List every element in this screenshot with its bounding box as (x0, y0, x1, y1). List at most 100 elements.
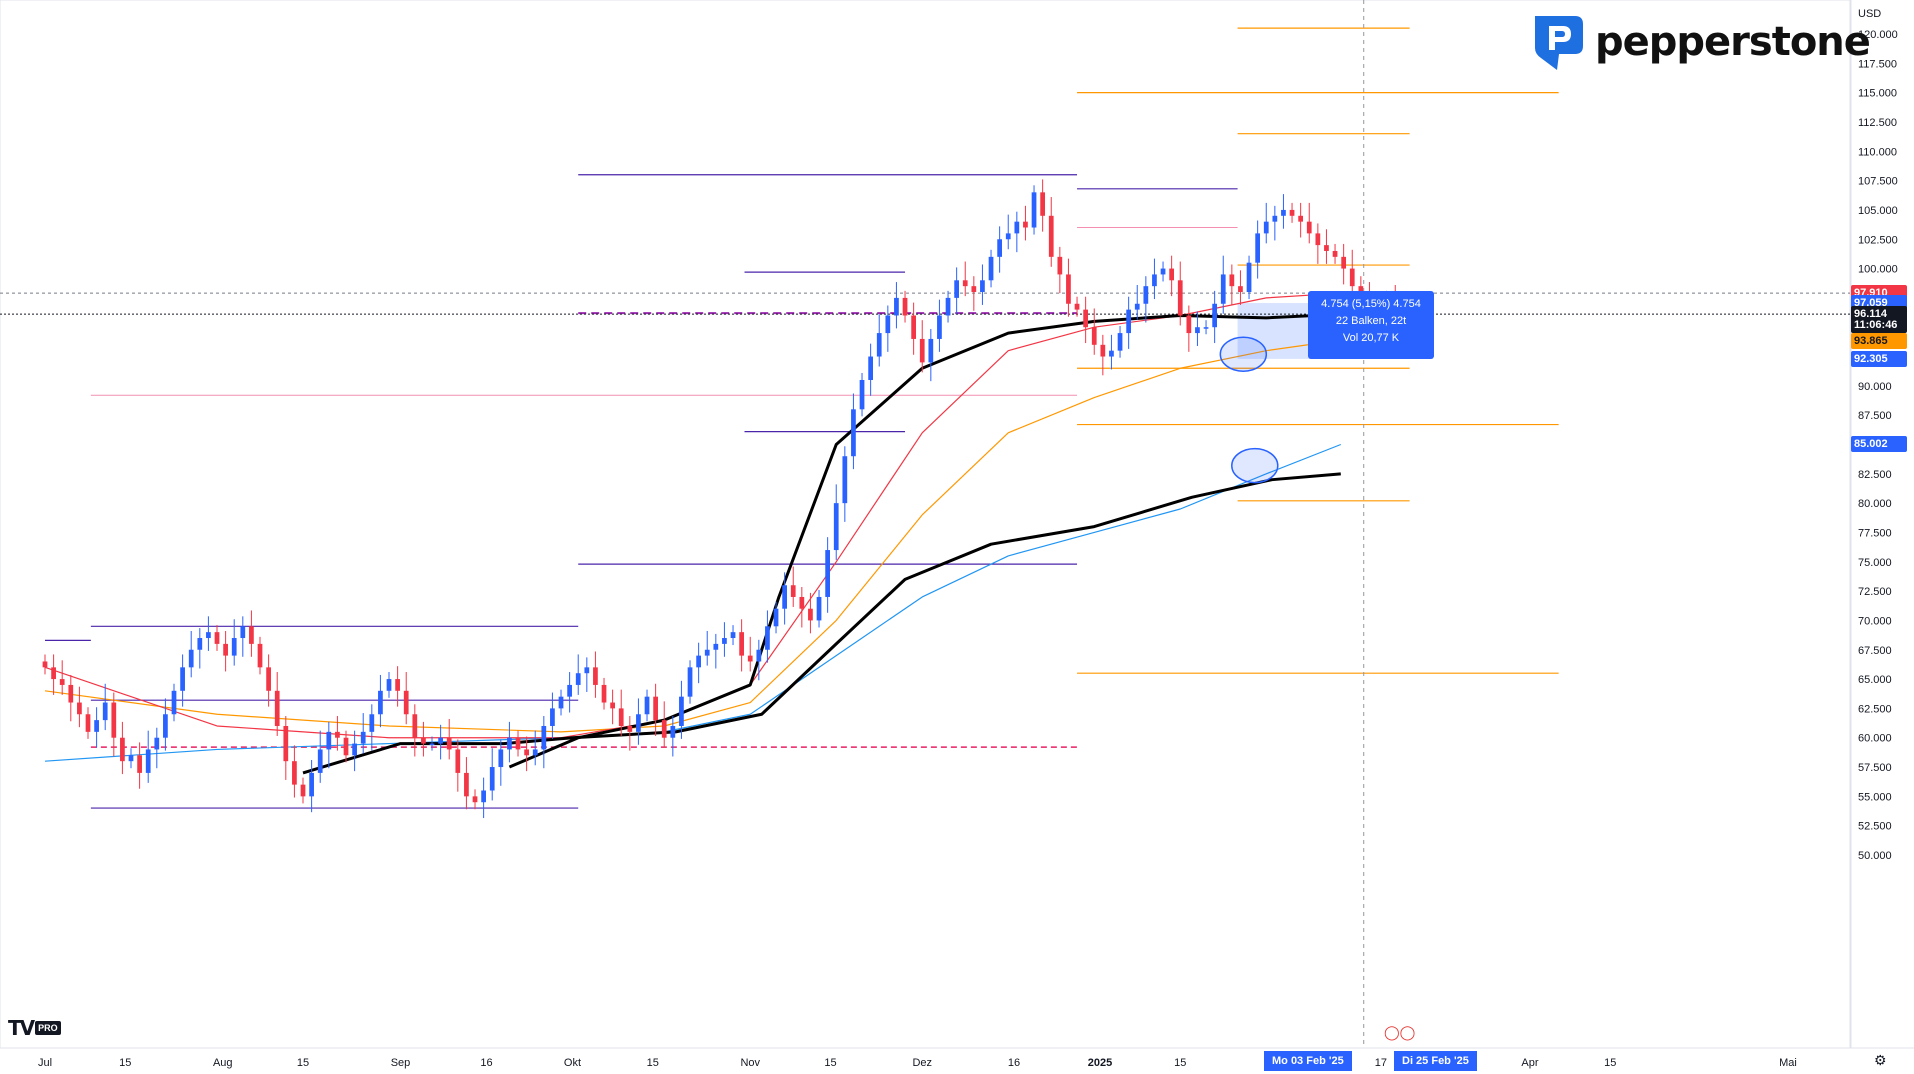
x-tick-label: Mai (1779, 1057, 1797, 1069)
y-tick-label: 110.000 (1858, 146, 1897, 158)
candle-body (739, 632, 744, 656)
y-tick-label: 115.000 (1858, 88, 1897, 100)
candle-body (446, 737, 452, 750)
candle-body (163, 714, 168, 738)
candle-body (851, 409, 856, 457)
x-tick-label: Apr (1521, 1057, 1538, 1069)
candle-body (722, 638, 727, 644)
candle-body (1246, 262, 1252, 293)
candle-body (1349, 268, 1355, 287)
x-tick-label: Aug (213, 1057, 233, 1069)
candle-body (421, 737, 426, 744)
candle-body (1229, 274, 1235, 287)
candle-body (1031, 192, 1037, 228)
candle-body (360, 731, 366, 744)
candle-body (1083, 309, 1089, 328)
candle-body (842, 456, 848, 504)
tradingview-logo[interactable]: TV PRO (8, 1016, 61, 1040)
candle-body (1160, 268, 1166, 275)
candle-body (773, 608, 779, 627)
candle-body (790, 585, 796, 597)
candle-body (1143, 286, 1149, 304)
y-tick-label: 112.500 (1858, 117, 1897, 129)
date-tag-start: Mo 03 Feb '25 (1264, 1051, 1352, 1071)
candle-body (464, 772, 469, 797)
candle-body (636, 714, 641, 732)
candle-body (1152, 274, 1157, 287)
y-tick-label: 82.500 (1858, 469, 1892, 481)
candle-body (1220, 274, 1226, 304)
candle-body (584, 667, 590, 674)
y-tick-label: 70.000 (1858, 615, 1892, 627)
candle-body (980, 280, 985, 293)
candle-body (679, 696, 684, 726)
currency-label[interactable]: USD (1858, 8, 1882, 20)
candle-body (1023, 221, 1028, 228)
candle-body (782, 585, 787, 609)
candle-body (1169, 268, 1175, 281)
candle-body (249, 626, 254, 644)
x-tick-label: 15 (297, 1057, 309, 1069)
candle-body (593, 667, 598, 685)
candle-body (765, 626, 770, 650)
y-tick-label: 72.500 (1858, 586, 1892, 598)
x-tick-label: 15 (119, 1057, 131, 1069)
candle-body (532, 749, 538, 756)
y-tick-label: 102.500 (1858, 234, 1898, 246)
candle-body (1014, 221, 1020, 234)
y-tick-label: 100.000 (1858, 264, 1898, 276)
candle-body (489, 767, 495, 791)
pro-badge: PRO (35, 1021, 61, 1035)
candle-body (197, 638, 203, 650)
candle-body (997, 239, 1003, 257)
candle-body (730, 632, 736, 639)
candle-body (550, 708, 555, 726)
candle-body (524, 749, 529, 756)
candle-body (713, 643, 719, 650)
candle-body (128, 755, 134, 762)
candle-body (1126, 309, 1132, 334)
candle-body (317, 749, 323, 773)
candle-body (309, 772, 314, 797)
y-tick-label: 120.000 (1858, 29, 1898, 41)
candle-body (326, 731, 332, 750)
candle-body (515, 737, 521, 750)
economic-events-icon[interactable]: ◯◯ (1384, 1024, 1416, 1040)
measure-volume: Vol 20,77 K (1342, 332, 1400, 344)
highlight-circle-0 (1219, 336, 1268, 372)
candle-body (911, 315, 916, 339)
candle-body (266, 667, 271, 691)
candle-body (1100, 344, 1106, 357)
y-tick-label: 107.500 (1858, 176, 1898, 188)
candle-body (481, 790, 486, 803)
x-tick-label: Nov (740, 1057, 760, 1069)
y-tick-label: 55.000 (1858, 791, 1892, 803)
candle-body (1057, 256, 1063, 275)
candle-body (472, 796, 478, 803)
candle-body (42, 661, 48, 668)
x-tick-label: 17 (1375, 1057, 1387, 1069)
candle-body (971, 286, 977, 293)
candle-body (1117, 333, 1123, 351)
candle-body (704, 649, 710, 656)
candle-body (808, 608, 813, 621)
y-tick-label: 90.000 (1858, 381, 1892, 393)
candle-body (1074, 303, 1080, 310)
candle-body (859, 379, 865, 410)
candle-body (1272, 215, 1278, 222)
candle-body (696, 655, 701, 668)
candle-body (395, 679, 400, 691)
ema-blue-line (44, 443, 1342, 762)
candle-body (240, 626, 246, 639)
candle-body (206, 632, 211, 639)
candle-body (1134, 303, 1140, 310)
x-tick-label: Jul (38, 1057, 52, 1069)
y-tick-label: 50.000 (1858, 850, 1892, 862)
candle-body (962, 280, 968, 287)
candle-body (868, 356, 873, 380)
candle-body (137, 755, 142, 773)
candle-body (833, 503, 839, 551)
gear-icon[interactable]: ⚙ (1874, 1052, 1887, 1068)
